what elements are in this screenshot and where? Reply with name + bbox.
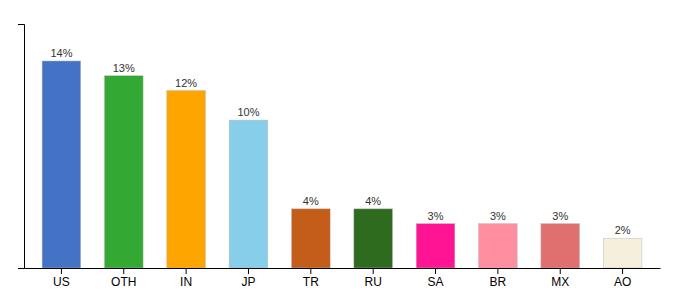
- x-tick-label: AO: [614, 275, 631, 289]
- data-label: 3%: [552, 210, 568, 222]
- x-tick-label: JP: [241, 275, 255, 289]
- bar: [354, 209, 393, 268]
- x-tick: IN: [180, 268, 192, 289]
- bar: [167, 91, 206, 268]
- x-tick-label: RU: [365, 275, 382, 289]
- x-tick: RU: [365, 268, 382, 289]
- x-axis-line: [25, 268, 661, 269]
- x-tick-mark: [310, 268, 311, 274]
- y-axis-line: [18, 25, 25, 269]
- bar: [603, 238, 642, 268]
- y-axis: [18, 25, 25, 269]
- x-axis: US OTH IN JP TR RU SA BR MX AO: [25, 268, 661, 289]
- data-label: 4%: [365, 195, 381, 207]
- x-tick-mark: [497, 268, 498, 274]
- data-label: 14%: [50, 47, 72, 59]
- x-tick-label: SA: [428, 275, 444, 289]
- data-label: 3%: [428, 210, 444, 222]
- x-tick-mark: [373, 268, 374, 274]
- x-tick-label: MX: [551, 275, 569, 289]
- x-tick-mark: [622, 268, 623, 274]
- bar: [104, 76, 143, 268]
- x-tick-mark: [248, 268, 249, 274]
- x-tick-label: OTH: [111, 275, 136, 289]
- x-tick: MX: [551, 268, 569, 289]
- x-tick-label: TR: [303, 275, 319, 289]
- data-label: 10%: [237, 106, 259, 118]
- bar: [42, 61, 81, 268]
- data-labels: 14% 13% 12% 10% 4% 4% 3% 3% 3% 2%: [50, 47, 630, 236]
- chart-container: US OTH IN JP TR RU SA BR MX AO 14% 13% 12% 10% 4% 4% 3% 3…: [0, 0, 680, 300]
- data-label: 2%: [615, 224, 631, 236]
- x-tick: BR: [490, 268, 507, 289]
- chart-svg: US OTH IN JP TR RU SA BR MX AO 14% 13% 12% 10% 4% 4% 3% 3…: [0, 0, 680, 300]
- bar: [541, 224, 580, 268]
- x-tick: AO: [614, 268, 631, 289]
- data-label: 4%: [303, 195, 319, 207]
- x-tick: OTH: [111, 268, 136, 289]
- data-label: 13%: [113, 62, 135, 74]
- x-tick-mark: [435, 268, 436, 274]
- bars: [42, 61, 642, 268]
- x-tick-mark: [61, 268, 62, 274]
- x-tick-label: BR: [490, 275, 507, 289]
- x-tick: US: [53, 268, 70, 289]
- x-tick-label: IN: [180, 275, 192, 289]
- x-tick-mark: [186, 268, 187, 274]
- x-tick-mark: [560, 268, 561, 274]
- bar: [229, 120, 268, 268]
- x-tick-mark: [123, 268, 124, 274]
- data-label: 12%: [175, 77, 197, 89]
- data-label: 3%: [490, 210, 506, 222]
- bar: [416, 224, 455, 268]
- bar: [479, 224, 518, 268]
- bar: [291, 209, 330, 268]
- x-tick: SA: [428, 268, 444, 289]
- x-tick: TR: [303, 268, 319, 289]
- x-tick-label: US: [53, 275, 70, 289]
- x-tick: JP: [241, 268, 255, 289]
